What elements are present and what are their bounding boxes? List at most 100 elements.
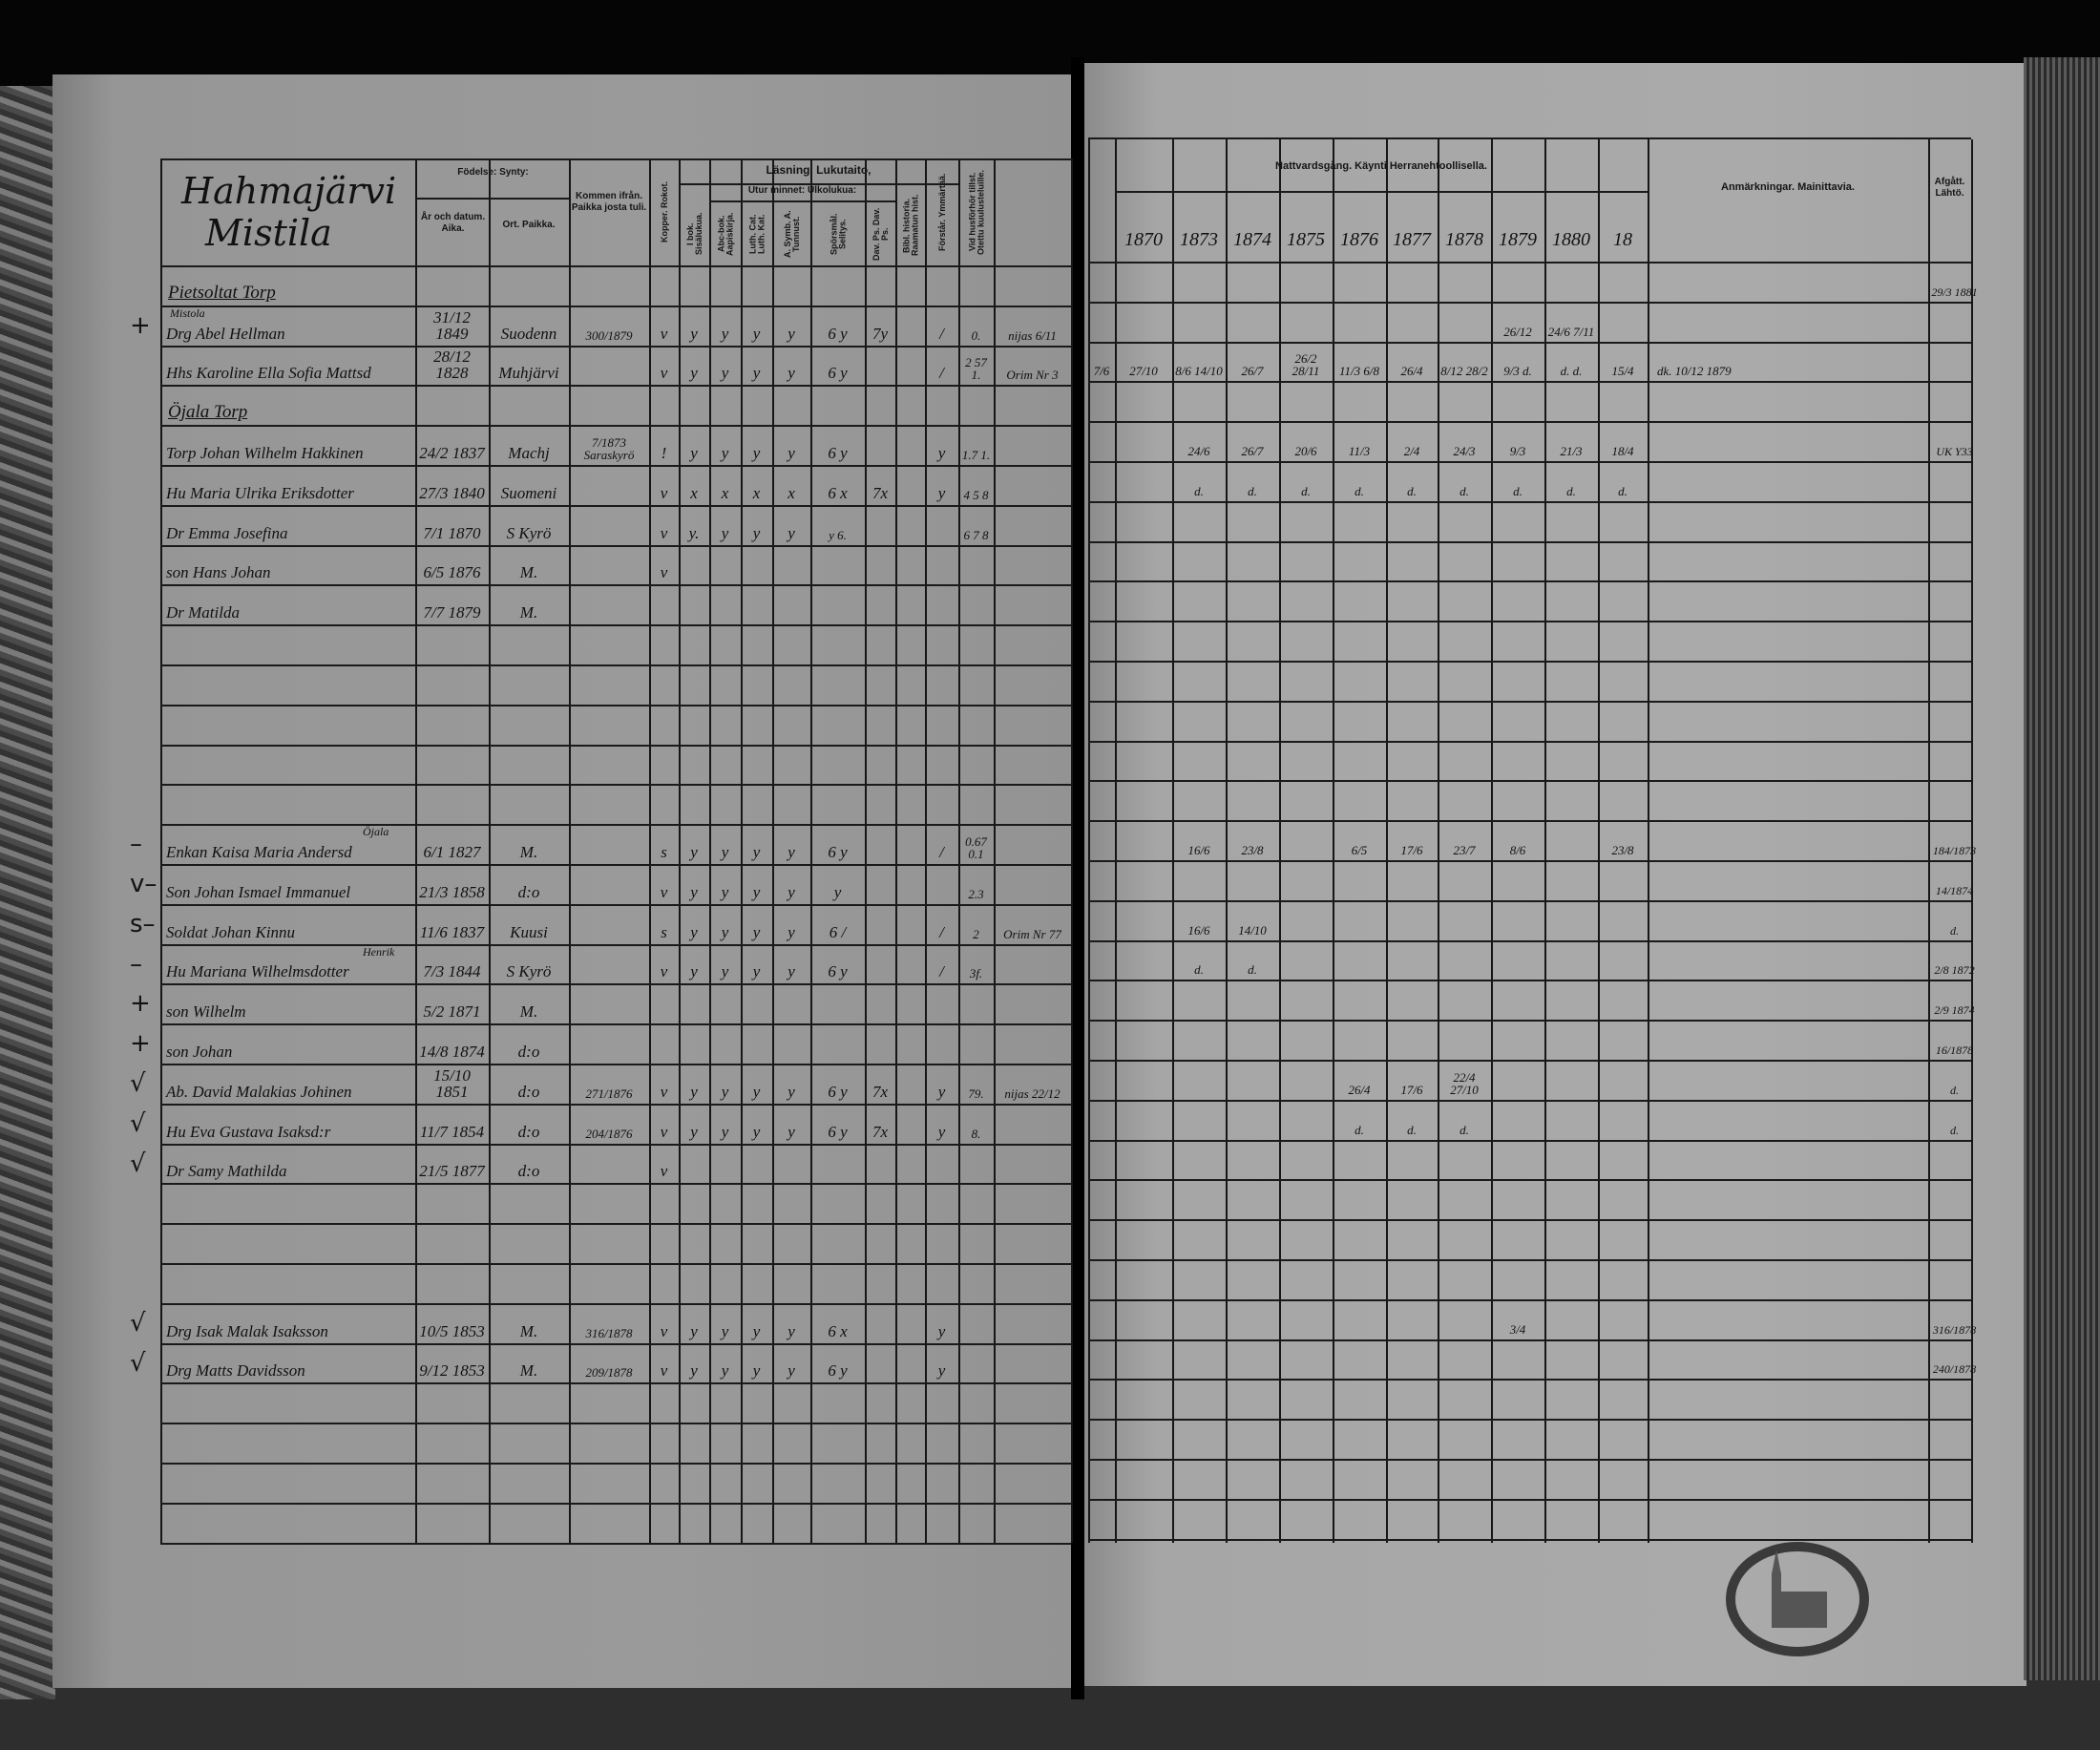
- cell-forst: y: [937, 443, 946, 462]
- year-header-1876: 1876: [1340, 229, 1378, 250]
- cell-asymb: y: [788, 324, 795, 343]
- row-rule: [1088, 780, 1971, 783]
- cell-name: son Hans Johan: [166, 563, 271, 582]
- section-heading: Pietsoltat Torp: [168, 282, 276, 303]
- column-rule: [1928, 139, 1930, 1543]
- cell-extra: nijas 6/11: [1008, 327, 1057, 343]
- margin-mark: √: [130, 1348, 146, 1378]
- cell-name: Hu Maria Ulrika Eriksdotter: [166, 483, 354, 502]
- communion-date: d.: [1460, 483, 1469, 498]
- cell-place: Suomeni: [500, 483, 557, 502]
- cell-ibok: y: [690, 1082, 698, 1101]
- cell-forst: y: [937, 1361, 946, 1381]
- cell-kopper: v: [660, 483, 668, 502]
- year-header-1873: 1873: [1180, 229, 1218, 250]
- column-rule: [415, 158, 417, 1543]
- communion-date: 9/3: [1509, 443, 1526, 458]
- cell-place: M.: [519, 603, 538, 622]
- cell-name: Hhs Karoline Ella Sofia Mattsd: [166, 364, 371, 383]
- cell-place: S Kyrö: [506, 962, 552, 981]
- column-rule: [679, 158, 681, 1543]
- header-subrule: [1115, 191, 1648, 193]
- cell-vid: 2: [973, 926, 979, 941]
- cell-extra: Orim Nr 3: [1006, 368, 1059, 383]
- cell-ibok: x: [690, 483, 698, 502]
- row-rule: [160, 425, 1071, 428]
- cell-spors: 6 y: [828, 443, 848, 462]
- row-rule: [1088, 1419, 1971, 1422]
- cell-abc: y: [721, 1321, 729, 1340]
- cell-name: Enkan Kaisa Maria Andersd: [166, 842, 352, 861]
- row-rule: [1088, 580, 1971, 583]
- row-rule: [1088, 1298, 1971, 1301]
- book-cover-edge: [0, 86, 55, 1699]
- cell-place: M.: [519, 563, 538, 582]
- page-stack-edge: [2024, 57, 2100, 1680]
- communion-date: 23/8: [1611, 842, 1634, 857]
- cell-abc: y: [721, 1082, 729, 1101]
- year-header-1870: 1870: [1124, 229, 1163, 250]
- row-rule: [160, 1064, 1071, 1065]
- column-rule: [1071, 158, 1073, 1543]
- header-reading: Läsning, Lukutaito,: [766, 163, 872, 177]
- cell-kopper: !: [661, 443, 667, 462]
- cell-departed: d.: [1950, 1083, 1959, 1097]
- communion-date: d.: [1513, 483, 1522, 498]
- communion-date: 23/7: [1453, 842, 1476, 857]
- communion-date: 23/8: [1241, 842, 1264, 857]
- cell-vid: 2.3: [968, 886, 984, 901]
- communion-date: 8/12 28/2: [1440, 364, 1488, 379]
- cell-forst: /: [939, 922, 944, 941]
- cell-abc: y: [721, 523, 729, 542]
- year-header-1880: 1880: [1552, 229, 1590, 250]
- cell-born: 5/2 1871: [423, 1002, 481, 1022]
- cell-luth: y: [752, 1361, 761, 1381]
- cell-born: 21/5 1877: [419, 1162, 485, 1181]
- column-rule: [1438, 139, 1439, 1543]
- cell-luth: y: [752, 364, 761, 383]
- row-rule: [1088, 1339, 1971, 1341]
- cell-departed: 14/1874: [1935, 883, 1974, 897]
- year-header-1879: 1879: [1499, 229, 1537, 250]
- cell-vid: 6 7 8: [963, 527, 989, 542]
- column-rule: [1226, 139, 1228, 1543]
- communion-date: 27/10: [1129, 364, 1158, 379]
- cell-abc: y: [721, 324, 729, 343]
- header-vid: Vid husförhör tillst. Otettu kuulustelui…: [967, 169, 986, 255]
- year-header-1877: 1877: [1393, 229, 1431, 250]
- cell-kopper: v: [660, 1082, 668, 1101]
- cell-ibok: y: [690, 962, 698, 981]
- communion-date: d.: [1301, 483, 1311, 498]
- right-page: [1082, 63, 2026, 1686]
- cell-ibok: y: [690, 364, 698, 383]
- communion-date: 17/6: [1400, 1082, 1423, 1097]
- row-rule: [1088, 1379, 1971, 1381]
- cell-name: Dr Samy Mathilda: [166, 1162, 287, 1181]
- cell-abc: y: [721, 443, 729, 462]
- cell-place: M.: [519, 842, 538, 861]
- communion-date: d.: [1248, 962, 1257, 978]
- cell-born: 28/12 1828: [433, 348, 471, 383]
- cell-departed: 240/1878: [1932, 1362, 1977, 1377]
- cell-davps: 7x: [872, 1082, 889, 1101]
- row-rule: [1088, 262, 1971, 264]
- cell-abc: y: [721, 364, 729, 383]
- communion-date: 18/4: [1611, 443, 1634, 458]
- row-rule: [1088, 661, 1971, 663]
- row-rule: [160, 1502, 1071, 1505]
- column-rule: [1172, 139, 1174, 1543]
- annotation-note: Öjala: [363, 825, 389, 839]
- communion-date: 3/4: [1509, 1321, 1526, 1337]
- book-spine: [1071, 57, 1084, 1699]
- cell-place: S Kyrö: [506, 523, 552, 542]
- row-rule: [160, 504, 1071, 507]
- row-rule: [160, 624, 1071, 627]
- year-header-1874: 1874: [1233, 229, 1271, 250]
- cell-born: 6/5 1876: [423, 563, 481, 582]
- section-heading: Öjala Torp: [168, 402, 248, 423]
- communion-date: 2/4: [1403, 443, 1420, 458]
- cell-name: Ab. David Malakias Johinen: [166, 1082, 352, 1101]
- cell-ibok: y: [690, 324, 698, 343]
- column-rule: [1279, 139, 1281, 1543]
- year-header-1878: 1878: [1445, 229, 1483, 250]
